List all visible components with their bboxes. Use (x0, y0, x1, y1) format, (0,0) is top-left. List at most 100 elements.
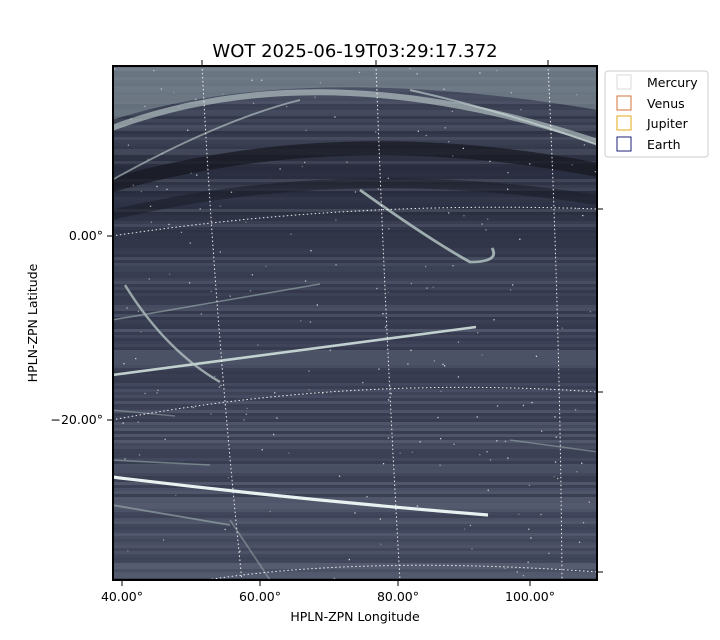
star-speckle (416, 505, 419, 507)
streak-long-lower (112, 475, 489, 517)
star-speckle (485, 229, 487, 231)
noise-band (112, 209, 598, 212)
star-speckle (124, 458, 126, 460)
star-speckle (411, 451, 413, 453)
noise-band (112, 350, 598, 353)
axis-ticks (107, 60, 603, 586)
star-speckle (354, 512, 356, 514)
star-speckle (561, 327, 564, 329)
noise-band (112, 509, 598, 512)
star-speckle (214, 375, 216, 378)
star-speckle (512, 284, 514, 286)
legend-swatch-mercury (616, 74, 632, 90)
noise-band (112, 317, 598, 320)
star-speckle (377, 188, 379, 190)
noise-band (112, 137, 598, 140)
noise-band (112, 497, 598, 500)
noise-band (112, 539, 598, 542)
star-speckle (594, 171, 597, 173)
noise-band (112, 281, 598, 284)
star-speckle (192, 406, 194, 409)
star-speckle (160, 88, 162, 90)
y-tick-label: −20.00° (50, 412, 103, 427)
star-speckle (354, 191, 357, 193)
star-speckle (239, 550, 241, 552)
star-speckle (496, 405, 499, 407)
star-speckle (448, 141, 450, 143)
star-speckle (504, 567, 506, 570)
noise-band (112, 260, 598, 263)
legend-swatch-earth (616, 136, 632, 152)
star-speckle (583, 144, 586, 146)
star-speckle (219, 251, 221, 253)
star-speckle (389, 392, 392, 394)
star-speckle (358, 71, 361, 74)
noise-band (112, 455, 598, 458)
star-speckle (457, 341, 460, 343)
star-speckle (410, 282, 412, 285)
noise-band (112, 380, 598, 383)
streak-curl (359, 188, 496, 264)
star-speckle (516, 571, 518, 573)
noise-band (112, 569, 598, 572)
star-speckle (407, 363, 409, 365)
star-speckle (164, 438, 166, 440)
legend-label-jupiter: Jupiter (646, 116, 689, 131)
star-speckle (463, 215, 465, 217)
star-speckle (329, 349, 331, 351)
star-speckle (308, 389, 310, 391)
noise-band (112, 269, 598, 272)
noise-band (112, 377, 598, 380)
noise-band (112, 245, 598, 248)
star-speckle (535, 355, 538, 357)
star-speckle (519, 238, 521, 240)
heliospheric-image (112, 65, 598, 581)
star-speckle (477, 332, 479, 334)
star-speckle (576, 471, 578, 473)
star-speckle (200, 313, 202, 315)
star-speckle (410, 349, 412, 351)
noise-band (112, 284, 598, 287)
star-speckle (588, 501, 590, 503)
star-speckle (479, 454, 481, 456)
star-speckle (246, 407, 248, 410)
noise-band (112, 332, 598, 335)
noise-band (112, 416, 598, 419)
star-speckle (276, 417, 278, 419)
star-speckle (273, 433, 275, 436)
star-speckle (140, 190, 142, 193)
star-speckle (437, 416, 439, 419)
star-speckle (229, 295, 231, 297)
star-speckle (555, 436, 557, 438)
noise-band (112, 188, 598, 191)
star-speckle (199, 208, 201, 210)
noise-band (112, 347, 598, 350)
x-axis-label: HPLN-ZPN Longitude (290, 609, 420, 624)
star-speckle (123, 363, 125, 365)
star-speckle (493, 319, 495, 321)
noise-band (112, 560, 598, 563)
star-speckle (439, 464, 441, 466)
noise-band (112, 368, 598, 371)
noise-band (112, 110, 598, 113)
noise-band (112, 293, 598, 296)
star-speckle (132, 184, 134, 186)
noise-band (112, 557, 598, 560)
x-tick-label: 60.00° (239, 589, 281, 604)
star-speckle (426, 287, 428, 289)
noise-band (112, 344, 598, 347)
star-speckle (300, 320, 302, 322)
star-speckle (541, 430, 543, 432)
star-speckle (137, 421, 139, 423)
noise-band (112, 278, 598, 281)
star-speckle (157, 389, 159, 391)
star-speckle (314, 96, 316, 98)
noise-band (112, 227, 598, 230)
star-speckle (522, 574, 525, 577)
star-speckle (140, 331, 142, 333)
star-speckle (147, 158, 149, 160)
star-speckle (509, 289, 512, 291)
star-speckle (338, 475, 341, 477)
star-speckle (190, 172, 192, 174)
noise-band (112, 224, 598, 227)
